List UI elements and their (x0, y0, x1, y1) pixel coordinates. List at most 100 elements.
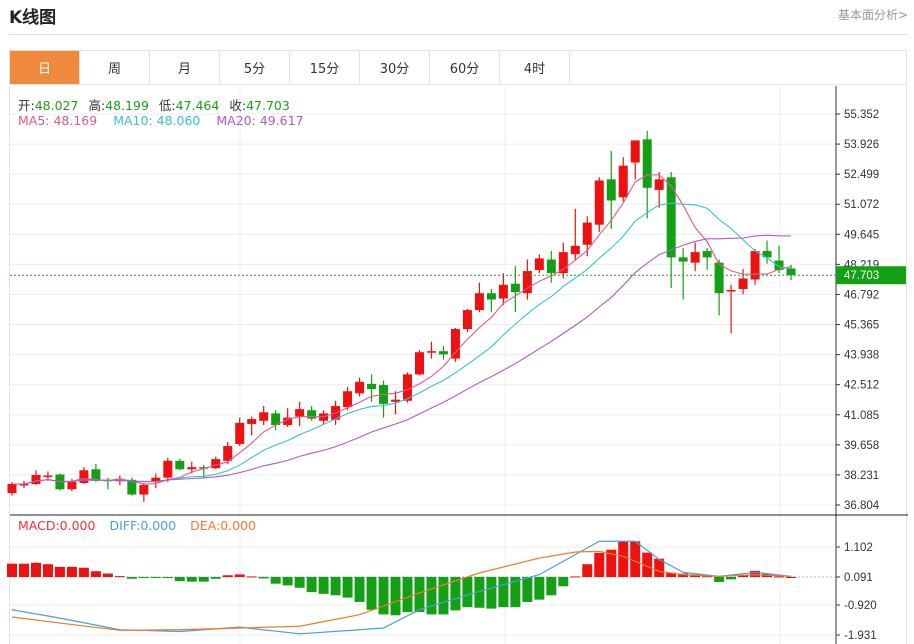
price-tick-label: 46.792 (844, 289, 879, 301)
candle-down (438, 351, 448, 355)
divider (9, 34, 908, 35)
candle-up (474, 293, 484, 311)
macd-bar (30, 562, 41, 577)
candle-up (450, 329, 460, 359)
high-label: 高: (88, 98, 106, 113)
candle-up (43, 475, 53, 478)
price-tick-label: 43.938 (844, 350, 879, 362)
macd-bar (522, 577, 533, 602)
current-price-label: 47.703 (844, 270, 879, 282)
macd-bar (102, 573, 113, 577)
price-tick-label: 38.231 (844, 470, 879, 482)
candle-up (498, 284, 508, 299)
candle-up (570, 245, 580, 255)
price-tick-label: 42.512 (844, 380, 879, 392)
close-value: 47.703 (246, 98, 290, 113)
macd-bar (498, 577, 509, 608)
candle-down (127, 479, 137, 495)
macd-bar (378, 577, 389, 615)
macd-bar (306, 577, 317, 593)
candle-up (235, 422, 245, 444)
macd-bar (114, 576, 125, 578)
tab-5min[interactable]: 5分 (220, 51, 290, 84)
ohlc-info: 开:48.027 高:48.199 低:47.464 收:47.703 (18, 95, 296, 114)
macd-bar (618, 541, 629, 577)
candle-down (666, 177, 676, 258)
macd-bar (786, 577, 797, 578)
tab-15min[interactable]: 15分 (290, 51, 360, 84)
tab-week[interactable]: 周 (80, 51, 150, 84)
macd-bar (162, 577, 173, 578)
price-tick-label: 39.658 (844, 440, 879, 452)
current-price-badge (836, 266, 906, 285)
price-tick-label: 51.072 (844, 199, 879, 211)
macd-bar (186, 577, 197, 582)
ma10-value: MA10: 48.060 (113, 113, 201, 128)
candle-up (618, 165, 628, 198)
high-value: 48.199 (105, 98, 149, 113)
macd-bar (630, 541, 641, 577)
macd-bar (210, 577, 221, 579)
candle-down (786, 268, 796, 276)
candle-up (522, 271, 532, 294)
macd-bar (450, 577, 461, 611)
tab-60min[interactable]: 60分 (430, 51, 500, 84)
macd-bar (666, 572, 677, 577)
macd-value: MACD:0.000 (18, 518, 96, 533)
close-label: 收: (229, 98, 247, 113)
open-value: 48.027 (34, 98, 79, 113)
macd-bar (714, 577, 725, 582)
candle-up (163, 460, 173, 478)
candle-up (283, 417, 293, 425)
ma-info: MA5: 48.169 MA10: 48.060 MA20: 49.617 (18, 113, 310, 128)
candle-up (343, 391, 353, 408)
candle-up (295, 409, 305, 417)
macd-bar (354, 577, 365, 602)
ma5-value: MA5: 48.169 (18, 113, 98, 128)
macd-bar (78, 567, 89, 577)
macd-bar (750, 570, 761, 577)
macd-bar (54, 566, 65, 577)
ma20-line (12, 234, 792, 485)
candle-up (211, 459, 221, 469)
fundamental-analysis-link[interactable]: 基本面分析> (837, 8, 908, 22)
candle-down (307, 410, 317, 419)
tab-day[interactable]: 日 (10, 51, 80, 84)
candle-up (630, 140, 640, 163)
macd-bar (42, 564, 53, 577)
macd-bar (150, 577, 161, 578)
macd-bar (7, 563, 17, 577)
low-value: 47.464 (175, 98, 220, 113)
macd-tick-label: -1.931 (844, 630, 877, 642)
macd-bar (138, 577, 149, 578)
candle-up (726, 290, 736, 292)
price-tick-label: 36.804 (844, 500, 880, 512)
candle-up (414, 352, 424, 375)
price-tick-label: 45.365 (844, 320, 879, 332)
page-title: K线图 (9, 8, 57, 28)
macd-bar (234, 574, 245, 577)
candle-up (558, 252, 568, 274)
open-label: 开: (18, 98, 35, 113)
candle-up (7, 484, 17, 494)
macd-bar (534, 577, 545, 600)
diff-line (11, 540, 792, 635)
candle-up (750, 251, 760, 280)
tab-30min[interactable]: 30分 (360, 51, 430, 84)
macd-bar (198, 577, 209, 582)
tab-month[interactable]: 月 (150, 51, 220, 84)
macd-bar (246, 576, 257, 578)
macd-bar (18, 563, 29, 577)
candle-up (738, 278, 748, 290)
tab-4hour[interactable]: 4时 (500, 51, 570, 84)
candle-down (175, 460, 185, 470)
ma5-line (12, 174, 792, 485)
candle-up (426, 351, 436, 353)
candle-down (774, 260, 784, 271)
price-tick-label: 41.085 (844, 410, 879, 422)
macd-bar (282, 577, 293, 586)
candle-up (690, 252, 700, 263)
candle-up (79, 470, 89, 483)
candle-up (403, 374, 413, 401)
